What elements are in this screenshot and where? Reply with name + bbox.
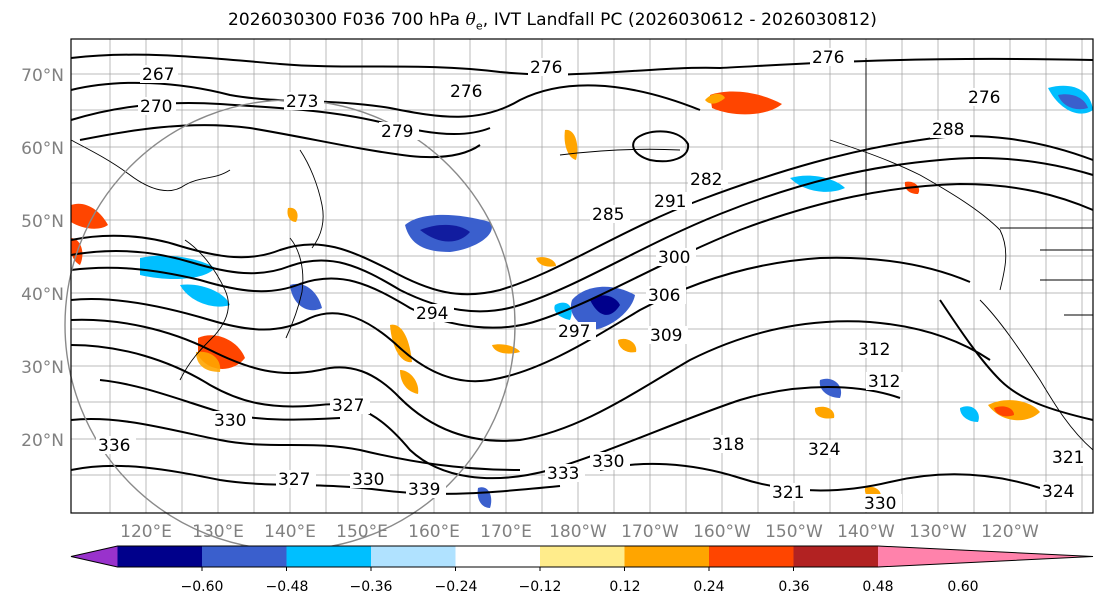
contour-label: 276 [530, 58, 562, 78]
colorbar-ticks: −0.60 −0.48 −0.36 −0.24 −0.12 0.12 0.24 … [181, 579, 979, 595]
colorbar-tick: −0.60 [181, 579, 224, 595]
contour-label: 321 [772, 483, 804, 503]
colorbar-segment [540, 546, 625, 567]
contour-label: 327 [332, 396, 364, 416]
colorbar-segment [286, 546, 372, 567]
contour-label: 309 [650, 326, 682, 346]
contour-label: 273 [286, 92, 318, 112]
colorbar-segment [202, 546, 287, 567]
colorbar-tick: 0.12 [609, 579, 640, 595]
contour-label: 318 [712, 435, 744, 455]
contour-label: 324 [808, 440, 840, 460]
contour-label-layer: 267 270 273 276 276 276 279 282 285 291 … [96, 48, 1090, 514]
lon-label: 160°E [408, 522, 460, 542]
contour-label: 324 [1042, 482, 1074, 502]
colorbar-tick: 0.48 [862, 579, 893, 595]
map-title: 2026030300 F036 700 hPa θe, IVT Landfall… [227, 10, 878, 33]
lon-label: 170°E [480, 522, 532, 542]
contour-label: 339 [408, 480, 440, 500]
lon-label: 150°W [765, 522, 823, 542]
map-frame [70, 38, 1094, 514]
contour-label: 333 [547, 464, 579, 484]
contour-label: 276 [450, 82, 482, 102]
colorbar [70, 545, 1094, 571]
lon-label: 180°W [549, 522, 607, 542]
contour-label: 312 [868, 372, 900, 392]
contour-label: 330 [864, 494, 896, 514]
contour-label: 276 [968, 88, 1000, 108]
lat-label: 60°N [21, 139, 64, 159]
colorbar-extend-low [71, 546, 118, 567]
contour-label: 330 [352, 470, 384, 490]
lon-label: 150°E [336, 522, 388, 542]
colorbar-segment [624, 546, 710, 567]
colorbar-segment [455, 546, 541, 567]
colorbar-tick: 0.36 [778, 579, 809, 595]
lon-label: 120°W [981, 522, 1039, 542]
contour-label: 267 [142, 65, 174, 85]
anomaly-shading [71, 85, 1093, 508]
lon-label: 120°E [120, 522, 172, 542]
contour-label: 330 [592, 452, 624, 472]
contour-label: 294 [416, 304, 448, 324]
lat-label: 30°N [21, 358, 64, 378]
lon-label: 130°E [192, 522, 244, 542]
latitude-labels: 70°N 60°N 50°N 40°N 30°N 20°N [21, 66, 64, 451]
contour-label: 282 [690, 170, 722, 190]
lat-label: 20°N [21, 431, 64, 451]
lon-label: 140°E [264, 522, 316, 542]
contour-label: 336 [98, 436, 130, 456]
lon-label: 140°W [837, 522, 895, 542]
contour-label: 285 [592, 205, 624, 225]
contour-label: 279 [381, 122, 413, 142]
lat-label: 70°N [21, 66, 64, 86]
lat-label: 40°N [21, 285, 64, 305]
colorbar-tick: −0.36 [350, 579, 393, 595]
colorbar-tick: −0.12 [519, 579, 562, 595]
contour-label: 312 [858, 340, 890, 360]
lon-label: 130°W [909, 522, 967, 542]
lat-label: 50°N [21, 212, 64, 232]
colorbar-tick: 0.60 [947, 579, 978, 595]
colorbar-extend-high [878, 546, 1093, 567]
contour-label: 330 [214, 411, 246, 431]
lon-label: 160°W [693, 522, 751, 542]
contour-label: 270 [140, 97, 172, 117]
coastlines [70, 58, 1094, 451]
colorbar-outline [70, 545, 1094, 568]
colorbar-segment [117, 546, 203, 567]
map-background [71, 39, 1093, 513]
colorbar-tick: −0.24 [435, 579, 478, 595]
contour-label: 297 [558, 322, 590, 342]
contour-label: 327 [278, 470, 310, 490]
longitude-labels: 120°E 130°E 140°E 150°E 160°E 170°E 180°… [120, 522, 1039, 542]
contour-label: 288 [932, 120, 964, 140]
contour-label: 321 [1052, 448, 1084, 468]
colorbar-segment [371, 546, 456, 567]
contour-label: 291 [654, 192, 686, 212]
colorbar-segment [793, 546, 879, 567]
colorbar-tick: −0.48 [266, 579, 309, 595]
theta-symbol: θ [465, 10, 476, 30]
lon-label: 170°W [621, 522, 679, 542]
colorbar-tick: 0.24 [693, 579, 724, 595]
contour-label: 300 [658, 248, 690, 268]
contour-label: 276 [812, 48, 844, 68]
theta-e-contours [70, 53, 1094, 495]
colorbar-segment [709, 546, 794, 567]
contour-label: 306 [648, 286, 680, 306]
